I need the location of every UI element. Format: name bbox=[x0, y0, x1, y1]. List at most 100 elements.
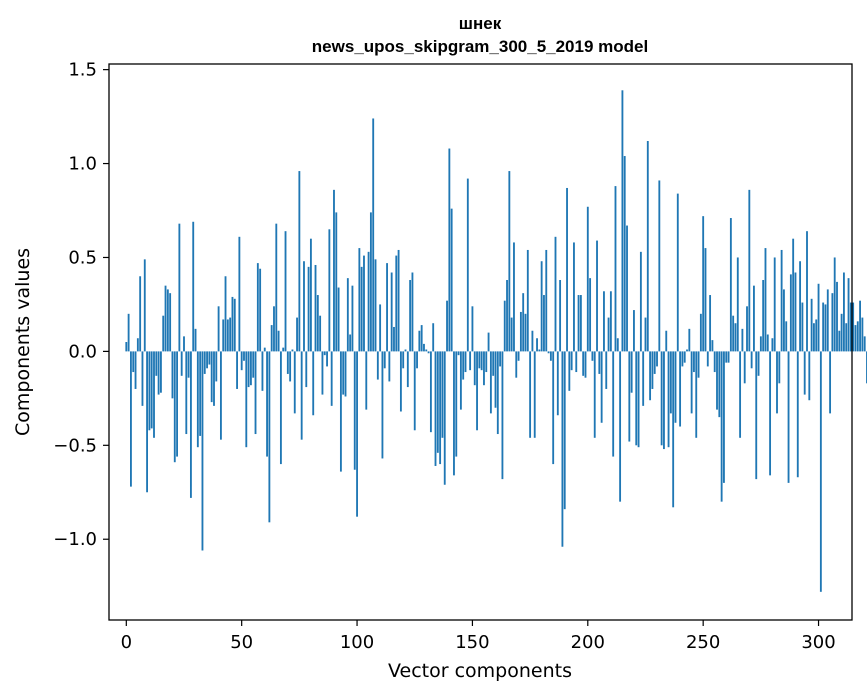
bar bbox=[759, 336, 762, 352]
bar bbox=[556, 351, 559, 416]
bar bbox=[755, 351, 758, 480]
bar bbox=[667, 351, 670, 448]
bar bbox=[547, 351, 550, 354]
bar bbox=[159, 351, 162, 393]
bar bbox=[321, 351, 324, 395]
bar bbox=[300, 351, 303, 440]
bar bbox=[570, 351, 573, 371]
bar bbox=[709, 295, 712, 352]
bar bbox=[132, 351, 135, 373]
x-tick-label: 250 bbox=[686, 632, 720, 653]
bar bbox=[423, 343, 425, 352]
bar bbox=[847, 278, 850, 352]
bar bbox=[185, 351, 188, 435]
bar bbox=[356, 351, 358, 517]
x-tick-label: 0 bbox=[121, 632, 132, 653]
bar bbox=[836, 281, 838, 352]
bar bbox=[457, 351, 460, 356]
bar bbox=[233, 298, 236, 352]
bar bbox=[443, 351, 446, 485]
bar bbox=[702, 216, 705, 352]
bar bbox=[293, 351, 296, 414]
bar bbox=[483, 351, 485, 386]
y-tick-label: −1.0 bbox=[53, 529, 97, 550]
bar bbox=[252, 351, 255, 378]
bar bbox=[328, 229, 331, 352]
bar bbox=[494, 351, 497, 408]
bar bbox=[799, 261, 802, 352]
bar bbox=[506, 280, 508, 352]
x-axis-label: Vector components bbox=[388, 660, 572, 682]
bar bbox=[453, 351, 455, 476]
bar bbox=[199, 351, 202, 436]
bar bbox=[266, 351, 268, 457]
bar bbox=[517, 351, 520, 361]
bar bbox=[861, 317, 864, 352]
bar bbox=[563, 351, 566, 510]
plot-frame bbox=[108, 63, 853, 621]
bar bbox=[633, 310, 635, 352]
bar bbox=[529, 351, 532, 438]
bar bbox=[420, 325, 423, 352]
bar bbox=[189, 351, 192, 498]
bar bbox=[134, 351, 137, 389]
bar bbox=[630, 351, 633, 393]
bar bbox=[522, 293, 525, 352]
bar bbox=[236, 351, 238, 389]
bar bbox=[619, 351, 622, 502]
bar bbox=[409, 280, 412, 352]
bar bbox=[369, 212, 372, 352]
bar bbox=[771, 338, 774, 352]
bar bbox=[312, 351, 315, 416]
bar bbox=[727, 351, 730, 363]
bar bbox=[335, 212, 338, 352]
bar bbox=[833, 257, 836, 352]
bar bbox=[806, 231, 808, 352]
bar bbox=[612, 351, 615, 457]
bar bbox=[669, 351, 672, 414]
bar bbox=[441, 351, 444, 438]
bar bbox=[464, 351, 467, 373]
bar bbox=[330, 351, 333, 406]
bar bbox=[425, 349, 428, 352]
bar bbox=[822, 302, 825, 352]
bars-group bbox=[125, 90, 867, 592]
bar bbox=[360, 266, 363, 352]
bar bbox=[169, 293, 172, 352]
bar bbox=[813, 323, 815, 352]
bar bbox=[845, 323, 848, 352]
bar bbox=[263, 347, 266, 352]
bar bbox=[358, 248, 361, 352]
bar bbox=[753, 285, 755, 352]
bar bbox=[206, 351, 208, 369]
bar bbox=[231, 296, 234, 352]
bar bbox=[734, 323, 737, 352]
bar bbox=[746, 306, 748, 352]
bar bbox=[466, 178, 469, 352]
bar bbox=[162, 315, 165, 352]
y-axis-ticks: −1.0 −0.5 0.0 0.5 1.0 1.5 bbox=[53, 60, 109, 550]
bar bbox=[704, 248, 707, 352]
bar bbox=[693, 351, 695, 373]
bar bbox=[575, 351, 578, 373]
bar bbox=[665, 330, 668, 352]
bar bbox=[748, 189, 751, 352]
x-tick-label: 300 bbox=[801, 632, 835, 653]
y-axis-label: Components values bbox=[12, 248, 34, 436]
bar bbox=[473, 351, 476, 386]
bar bbox=[589, 278, 592, 352]
bar bbox=[337, 287, 340, 352]
bar bbox=[642, 351, 645, 406]
bar bbox=[831, 293, 834, 352]
bar bbox=[243, 351, 245, 361]
bar bbox=[653, 351, 656, 374]
bar bbox=[319, 315, 322, 352]
y-tick-label: −0.5 bbox=[53, 435, 97, 456]
bar bbox=[374, 259, 377, 352]
bar bbox=[776, 351, 778, 414]
x-tick-label: 150 bbox=[455, 632, 489, 653]
bar bbox=[372, 118, 375, 352]
bar bbox=[476, 351, 478, 431]
bar bbox=[125, 342, 128, 352]
bar bbox=[143, 259, 146, 352]
